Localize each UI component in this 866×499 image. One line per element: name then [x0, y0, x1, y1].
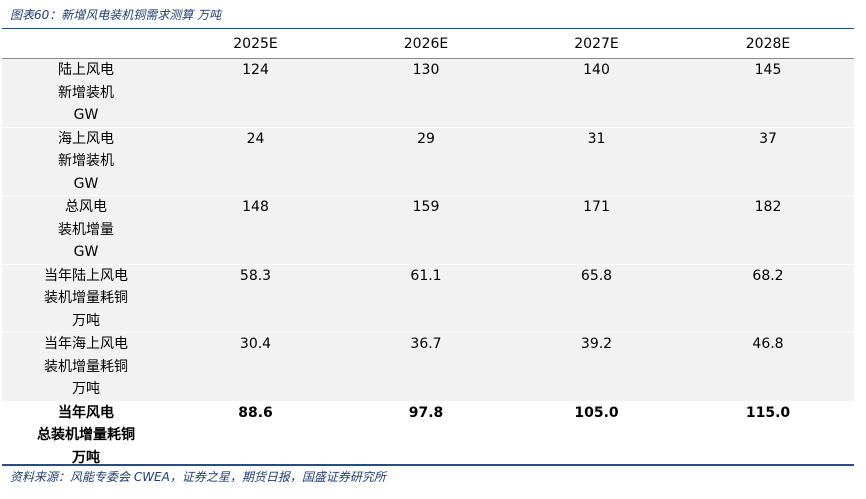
cell-value: 145: [682, 58, 854, 128]
cell-value: 105.0: [511, 400, 682, 470]
cell-value: 65.8: [511, 264, 682, 333]
cell-value: 148: [170, 195, 341, 265]
cell-value: 171: [511, 195, 682, 265]
row-label: 海上风电 新增装机 GW: [2, 127, 170, 196]
cell-value: 30.4: [170, 332, 341, 402]
row-label: 总风电 装机增量 GW: [2, 195, 170, 265]
table-caption: 图表60：新增风电装机铜需求测算 万吨: [10, 8, 222, 22]
cell-value: 97.8: [341, 400, 511, 470]
top-rule: [2, 28, 854, 29]
table-row: 当年陆上风电 装机增量耗铜 万吨 58.3 61.1 65.8 68.2: [2, 264, 854, 333]
row-label-line: 装机增量耗铜: [44, 290, 128, 306]
row-label-line: 装机增量耗铜: [44, 358, 128, 375]
row-label-line: 新增装机: [58, 153, 114, 169]
row-label: 当年海上风电 装机增量耗铜 万吨: [2, 332, 170, 402]
cell-value: 39.2: [511, 332, 682, 402]
cell-value: 159: [341, 195, 511, 265]
header-cell-2027e: 2027E: [511, 30, 682, 59]
cell-value: 124: [170, 58, 341, 128]
cell-value: 61.1: [341, 264, 511, 333]
header-row: 2025E 2026E 2027E 2028E: [2, 30, 854, 59]
row-label-line: GW: [73, 175, 99, 192]
row-label: 当年陆上风电 装机增量耗铜 万吨: [2, 264, 170, 333]
cell-value: 58.3: [170, 264, 341, 333]
row-label-line: 当年风电: [58, 404, 114, 421]
row-label-line: GW: [73, 244, 99, 260]
row-label-line: 总装机增量耗铜: [37, 427, 135, 443]
header-cell-2028e: 2028E: [682, 30, 854, 59]
table-row: 陆上风电 新增装机 GW 124 130 140 145: [2, 58, 854, 128]
row-label: 当年风电 总装机增量耗铜 万吨: [2, 400, 170, 470]
cell-value: 31: [511, 127, 682, 196]
row-label-line: 万吨: [72, 312, 100, 329]
row-label-line: 装机增量: [58, 221, 114, 238]
cell-value: 37: [682, 127, 854, 196]
cell-value: 36.7: [341, 332, 511, 402]
table-row-total: 当年风电 总装机增量耗铜 万吨 88.6 97.8 105.0 115.0: [2, 400, 854, 470]
row-label-line: 陆上风电: [58, 62, 114, 78]
cell-value: 115.0: [682, 400, 854, 470]
row-label-line: 总风电: [65, 199, 107, 215]
cell-value: 68.2: [682, 264, 854, 333]
cell-value: 88.6: [170, 400, 341, 470]
source-note: 资料来源：风能专委会 CWEA，证券之星，期货日报，国盛证券研究所: [10, 470, 386, 484]
header-cell-2025e: 2025E: [170, 30, 341, 59]
header-cell-2026e: 2026E: [341, 30, 511, 59]
row-label-line: 万吨: [72, 449, 100, 466]
table-row: 总风电 装机增量 GW 148 159 171 182: [2, 195, 854, 265]
row-label: 陆上风电 新增装机 GW: [2, 58, 170, 128]
cell-value: 46.8: [682, 332, 854, 402]
row-label-line: 万吨: [72, 381, 100, 397]
bottom-rule: [2, 464, 854, 466]
cell-value: 24: [170, 127, 341, 196]
table-row: 当年海上风电 装机增量耗铜 万吨 30.4 36.7 39.2 46.8: [2, 332, 854, 402]
cell-value: 140: [511, 58, 682, 128]
row-label-line: 海上风电: [58, 130, 114, 147]
copper-demand-table: 2025E 2026E 2027E 2028E 陆上风电 新增装机 GW 124…: [2, 30, 854, 470]
cell-value: 182: [682, 195, 854, 265]
header-cell-blank: [2, 30, 170, 59]
row-label-line: 当年海上风电: [44, 336, 128, 352]
cell-value: 29: [341, 127, 511, 196]
row-label-line: 当年陆上风电: [44, 267, 128, 284]
cell-value: 130: [341, 58, 511, 128]
table-row: 海上风电 新增装机 GW 24 29 31 37: [2, 127, 854, 196]
row-label-line: 新增装机: [58, 84, 114, 101]
row-label-line: GW: [73, 107, 99, 123]
